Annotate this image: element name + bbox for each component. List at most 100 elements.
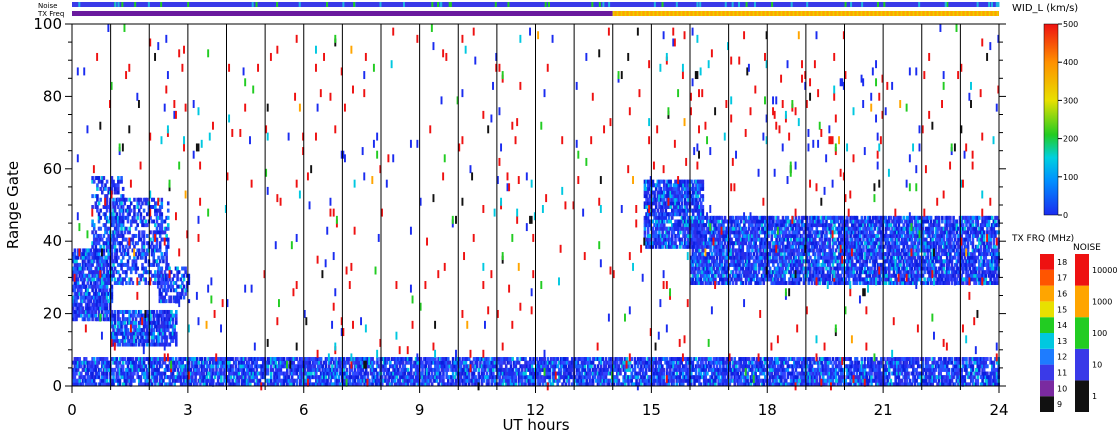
scatter-cell [160, 291, 163, 296]
scatter-cell [924, 357, 928, 362]
scatter-cell [154, 367, 157, 372]
scatter-cell [128, 244, 131, 249]
scatter-cell [446, 357, 450, 362]
txfreq-bar-tick [676, 11, 679, 16]
scatter-cell [921, 367, 925, 372]
scatter-cell [839, 367, 843, 372]
scatter-cell [162, 309, 165, 314]
scatter-cell [155, 357, 159, 362]
scatter-cell [353, 367, 357, 372]
scatter-cell [94, 295, 98, 300]
scatter-cell [97, 248, 101, 253]
scatter-cell [615, 375, 619, 380]
scatter-cell [327, 364, 331, 369]
scatter-cell [144, 201, 147, 206]
scatter-cell [686, 371, 690, 376]
noise-bar-tick [598, 2, 601, 7]
scatter-cell [467, 378, 471, 383]
txfreq-bar-tick [928, 11, 931, 16]
scatter-cell [381, 382, 384, 387]
scatter-cell [939, 382, 943, 387]
scatter-cell [371, 375, 374, 380]
scatter-cell [933, 375, 936, 380]
scatter-cell [117, 179, 120, 184]
scatter-cell [786, 364, 790, 369]
scatter-cell [818, 375, 822, 380]
scatter-cell [266, 382, 270, 387]
scatter-cell [144, 277, 147, 282]
scatter-cell [115, 375, 119, 380]
scatter-cell [331, 375, 334, 380]
scatter-cell [104, 277, 107, 282]
noise-bar-tick [117, 2, 120, 7]
scatter-cell [150, 357, 154, 362]
scatter-cell [128, 197, 131, 202]
scatter-cell [751, 367, 754, 372]
scatter-cell [137, 230, 141, 235]
scatter-cell [498, 367, 502, 372]
scatter-cell [97, 273, 101, 278]
scatter-cell [506, 360, 510, 365]
scatter-cell [133, 212, 136, 217]
scatter-cell [297, 375, 300, 380]
scatter-cell [152, 360, 156, 365]
scatter-cell [184, 288, 187, 293]
scatter-cell [88, 291, 91, 296]
scatter-cell [131, 342, 135, 347]
scatter-cell [144, 255, 147, 260]
scatter-cell [192, 367, 196, 372]
scatter-cell [762, 378, 765, 383]
scatter-cell [75, 295, 78, 300]
scatter-cell [274, 367, 278, 372]
scatter-cell [81, 252, 85, 257]
scatter-cell [97, 306, 101, 311]
scatter-cell [496, 375, 500, 380]
scatter-cell [902, 360, 906, 365]
scatter-cell [715, 357, 719, 362]
scatter-cell [506, 378, 510, 383]
scatter-cell [290, 360, 294, 365]
scatter-cell [297, 360, 300, 365]
scatter-cell [154, 212, 157, 217]
scatter-cell [105, 244, 109, 249]
scatter-cell [355, 364, 358, 369]
scatter-cell [278, 364, 281, 369]
scatter-cell [133, 205, 136, 209]
scatter-cell [434, 364, 437, 369]
scatter-cell [500, 364, 503, 369]
scatter-cell [306, 364, 310, 369]
scatter-cell [213, 371, 217, 376]
scatter-cell [429, 375, 432, 380]
scatter-cell [904, 360, 907, 365]
scatter-cell [696, 360, 700, 365]
scatter-cell [123, 252, 127, 257]
scatter-cell [929, 371, 933, 376]
scatter-cell [733, 378, 737, 383]
scatter-cell [96, 277, 99, 282]
scatter-cell [165, 335, 168, 340]
scatter-cell [92, 281, 96, 286]
scatter-cell [868, 360, 872, 365]
scatter-cell [128, 309, 131, 314]
scatter-cell [113, 367, 117, 372]
scatter-cell [73, 367, 77, 372]
scatter-cell [475, 382, 479, 387]
scatter-cell [110, 324, 114, 329]
scatter-cell [76, 309, 80, 314]
scatter-cell [80, 255, 83, 260]
scatter-cell [493, 375, 497, 380]
scatter-cell [598, 375, 601, 380]
scatter-cell [110, 284, 114, 289]
scatter-cell [514, 364, 518, 369]
scatter-cell [867, 360, 870, 365]
scatter-cell [807, 364, 811, 369]
scatter-cell [123, 197, 127, 202]
scatter-cell [286, 382, 289, 387]
scatter-cell [228, 360, 231, 365]
scatter-cell [556, 378, 559, 383]
scatter-cell [445, 375, 448, 380]
scatter-cell [812, 382, 815, 387]
scatter-cell [553, 375, 556, 380]
scatter-cell [620, 382, 624, 387]
scatter-cell [136, 255, 139, 260]
